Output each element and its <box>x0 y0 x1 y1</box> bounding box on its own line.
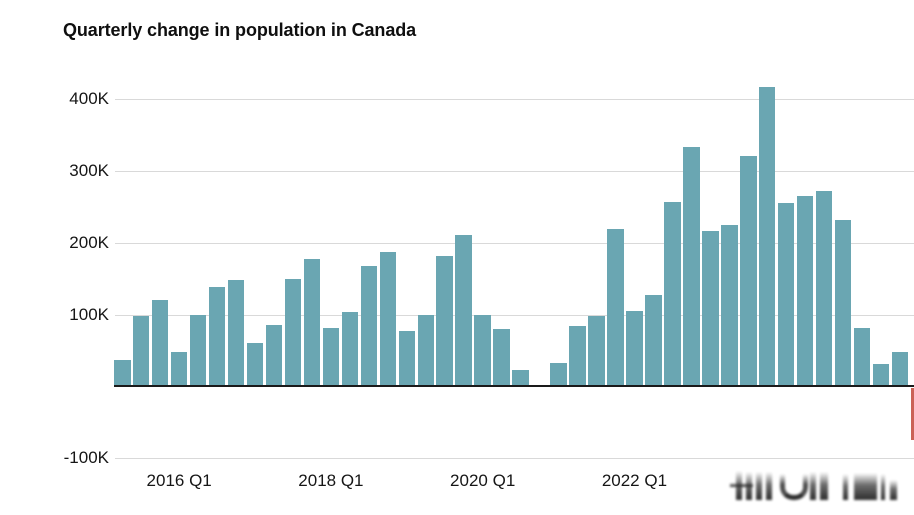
watermark-glyph <box>890 480 897 500</box>
bar-2020-q3 <box>512 369 529 387</box>
bar-2016-q3 <box>208 286 226 387</box>
gridline-400k <box>115 99 914 101</box>
bar-2025-q4 <box>910 387 914 441</box>
watermark-glyph <box>881 474 885 500</box>
y-axis-label-100k: 100K <box>69 304 109 324</box>
watermark-glyph <box>780 474 808 500</box>
bar-2023-q1 <box>702 230 719 387</box>
bar-2024-q1 <box>777 202 795 387</box>
x-axis-zero-line <box>114 385 914 388</box>
bar-2024-q2 <box>796 196 814 387</box>
bar-2017-q1 <box>246 342 264 387</box>
bar-2015-q2 <box>114 359 131 387</box>
gridline--100k <box>115 458 914 460</box>
bar-2024-q3 <box>815 191 833 387</box>
bar-2017-q3 <box>284 278 302 387</box>
bar-2021-q2 <box>569 326 586 387</box>
bar-2021-q4 <box>607 229 624 387</box>
bar-2022-q3 <box>664 201 681 387</box>
y-axis-label--100k: -100K <box>63 448 109 468</box>
gridline-200k <box>115 242 914 244</box>
bar-2024-q4 <box>834 219 852 387</box>
watermark-glyph <box>820 472 828 500</box>
watermark-glyph <box>756 472 762 500</box>
bar-2022-q2 <box>645 295 662 387</box>
watermark-glyph <box>810 472 816 500</box>
bar-2016-q1 <box>170 352 188 387</box>
bar-2017-q4 <box>303 258 321 387</box>
bar-2019-q1 <box>398 331 416 387</box>
bar-2016-q4 <box>227 280 245 387</box>
bar-2023-q2 <box>721 224 738 387</box>
bar-2019-q4 <box>455 235 472 387</box>
bar-2023-q3 <box>740 156 757 387</box>
x-axis-label-2016-q1: 2016 Q1 <box>146 471 212 490</box>
y-axis-label-300k: 300K <box>69 161 109 181</box>
bar-2019-q2 <box>417 314 435 387</box>
bar-2022-q4 <box>683 146 700 387</box>
watermark <box>728 466 900 504</box>
bar-2015-q3 <box>132 316 150 387</box>
bar-2018-q4 <box>379 252 397 387</box>
watermark-glyph <box>843 474 848 500</box>
bar-2018-q1 <box>322 327 340 387</box>
bar-2019-q3 <box>436 255 453 387</box>
gridline-300k <box>115 171 914 173</box>
bar-2015-q4 <box>151 300 169 387</box>
bar-2018-q2 <box>341 311 359 387</box>
bar-2025-q2 <box>872 363 890 387</box>
x-axis-label-2022-q1: 2022 Q1 <box>601 471 668 490</box>
bar-2021-q1 <box>550 362 567 387</box>
chart-title: Quarterly change in population in Canada <box>63 20 417 40</box>
bar-2020-q2 <box>493 329 510 387</box>
bar-2017-q2 <box>265 324 283 387</box>
watermark-glyph <box>854 473 877 500</box>
bar-2022-q1 <box>626 311 643 387</box>
watermark-glyph <box>766 472 772 500</box>
bar-2018-q3 <box>360 265 378 387</box>
bar-2016-q2 <box>189 315 207 387</box>
bar-2020-q1 <box>474 314 491 387</box>
watermark-glyph <box>730 483 753 487</box>
x-axis-label-2018-q1: 2018 Q1 <box>298 471 364 490</box>
gridline-100k <box>115 314 914 316</box>
x-axis-label-2020-q1: 2020 Q1 <box>450 471 516 490</box>
y-axis-label-200k: 200K <box>69 232 109 252</box>
bar-2021-q3 <box>588 316 605 387</box>
y-axis-label-400k: 400K <box>69 89 109 109</box>
bar-2025-q3 <box>891 352 909 387</box>
bar-2023-q4 <box>758 87 776 387</box>
bar-2025-q1 <box>853 327 871 387</box>
